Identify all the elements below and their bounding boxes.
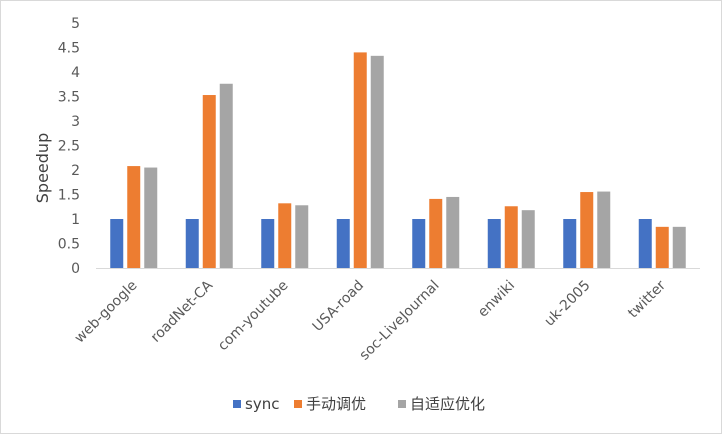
legend-swatch-2 bbox=[398, 400, 406, 408]
bar-enwiki-series-0 bbox=[487, 219, 501, 268]
y-tick-label: 3.5 bbox=[58, 90, 80, 106]
y-tick-label: 4 bbox=[71, 65, 80, 81]
legend-swatch-0 bbox=[233, 400, 241, 408]
legend-swatch-1 bbox=[294, 400, 302, 408]
bar-roadNet-CA-series-2 bbox=[219, 83, 233, 268]
bar-soc-LiveJournal-series-0 bbox=[412, 219, 426, 268]
bar-com-youtube-series-2 bbox=[295, 205, 309, 268]
x-tick-label: web-google bbox=[72, 278, 141, 347]
bar-enwiki-series-2 bbox=[521, 210, 535, 268]
x-tick-label: com-youtube bbox=[215, 278, 292, 355]
y-tick-label: 2 bbox=[71, 163, 80, 179]
x-tick-label: twitter bbox=[625, 277, 669, 321]
x-tick-label: uk-2005 bbox=[541, 278, 593, 330]
y-tick-label: 2.5 bbox=[58, 139, 80, 155]
bar-roadNet-CA-series-0 bbox=[185, 219, 199, 268]
bar-uk-2005-series-0 bbox=[563, 219, 577, 268]
bar-soc-LiveJournal-series-2 bbox=[446, 196, 460, 268]
bar-web-google-series-1 bbox=[127, 166, 141, 268]
y-tick-label: 3 bbox=[71, 114, 80, 130]
bar-soc-LiveJournal-series-1 bbox=[429, 198, 443, 268]
y-tick-label: 5 bbox=[71, 16, 80, 32]
legend-label-0: sync bbox=[245, 395, 279, 413]
y-tick-label: 4.5 bbox=[58, 41, 80, 57]
bar-uk-2005-series-2 bbox=[597, 191, 611, 268]
bar-USA-road-series-2 bbox=[370, 55, 384, 268]
legend-label-1: 手动调优 bbox=[306, 395, 366, 413]
bar-twitter-series-2 bbox=[672, 226, 686, 268]
x-tick-label: soc-LiveJournal bbox=[357, 278, 443, 364]
bar-com-youtube-series-1 bbox=[278, 203, 292, 268]
y-tick-label: 0 bbox=[71, 261, 80, 277]
bar-USA-road-series-1 bbox=[353, 52, 367, 269]
y-tick-label: 0.5 bbox=[58, 237, 80, 253]
y-tick-label: 1 bbox=[71, 212, 80, 228]
bar-web-google-series-2 bbox=[144, 167, 158, 268]
bars bbox=[110, 52, 686, 269]
y-tick-label: 1.5 bbox=[58, 188, 80, 204]
bar-com-youtube-series-0 bbox=[261, 219, 275, 268]
bar-USA-road-series-0 bbox=[336, 219, 350, 268]
x-tick-label: USA-road bbox=[310, 278, 367, 335]
bar-web-google-series-0 bbox=[110, 219, 124, 268]
y-axis-ticks: 0 0.5 1 1.5 2 2.5 3 3.5 4 4.5 5 bbox=[58, 16, 80, 277]
legend: sync 手动调优 自适应优化 bbox=[233, 395, 485, 413]
bar-uk-2005-series-1 bbox=[580, 192, 594, 268]
x-tick-label: enwiki bbox=[475, 278, 518, 321]
bar-enwiki-series-1 bbox=[504, 206, 518, 268]
bar-twitter-series-0 bbox=[638, 219, 652, 268]
bar-twitter-series-1 bbox=[655, 226, 669, 268]
legend-label-2: 自适应优化 bbox=[410, 395, 485, 413]
x-tick-label: roadNet-CA bbox=[148, 277, 217, 346]
bar-roadNet-CA-series-1 bbox=[202, 95, 216, 268]
y-axis-title: Speedup bbox=[33, 133, 52, 203]
